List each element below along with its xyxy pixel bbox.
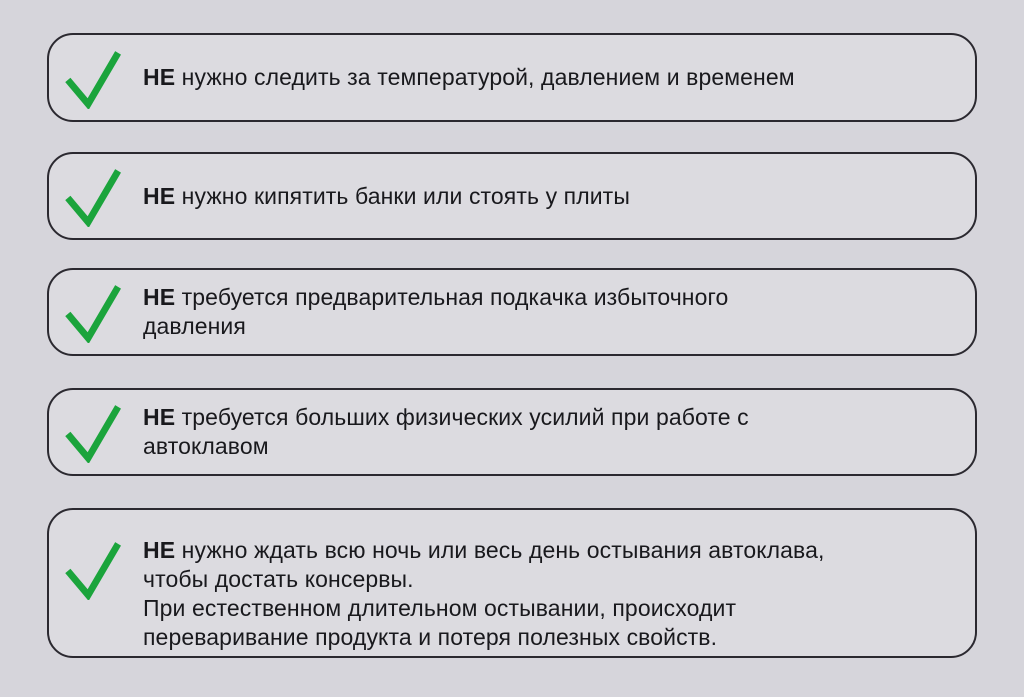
benefit-card-5: НЕ нужно ждать всю ночь или весь день ос…: [47, 508, 977, 658]
not-prefix: НЕ: [143, 284, 176, 310]
not-prefix: НЕ: [143, 182, 176, 209]
not-prefix: НЕ: [143, 64, 176, 90]
benefit-text: НЕ нужно следить за температурой, давлен…: [143, 63, 795, 92]
benefit-text: НЕ требуется больших физических усилий п…: [143, 403, 749, 461]
benefit-card-1: НЕ нужно следить за температурой, давлен…: [47, 33, 977, 122]
benefit-line: переваривание продукта и потеря полезных…: [143, 624, 718, 650]
benefit-text: НЕ нужно кипятить банки или стоять у пли…: [143, 182, 630, 211]
benefit-line: давления: [143, 313, 246, 339]
checkmark-icon: [65, 405, 121, 463]
benefit-line: нужно следить за температурой, давлением…: [181, 64, 795, 90]
benefit-line: нужно кипятить банки или стоять у плиты: [181, 182, 630, 209]
benefit-line: чтобы достать консервы.: [143, 566, 414, 592]
checkmark-icon: [65, 285, 121, 343]
benefit-line: При естественном длительном остывании, п…: [143, 595, 737, 621]
benefit-line: нужно ждать всю ночь или весь день остыв…: [181, 537, 825, 563]
checkmark-icon: [65, 169, 121, 227]
checkmark-icon: [65, 542, 121, 600]
benefit-card-2: НЕ нужно кипятить банки или стоять у пли…: [47, 152, 977, 240]
not-prefix: НЕ: [143, 537, 176, 563]
benefit-text: НЕ требуется предварительная подкачка из…: [143, 283, 728, 341]
benefit-line: требуется предварительная подкачка избыт…: [181, 284, 729, 310]
checkmark-icon: [65, 50, 121, 109]
not-prefix: НЕ: [143, 404, 176, 430]
benefit-line: требуется больших физических усилий при …: [181, 404, 749, 430]
benefit-line: автоклавом: [143, 433, 269, 459]
benefit-card-3: НЕ требуется предварительная подкачка из…: [47, 268, 977, 356]
benefit-text: НЕ нужно ждать всю ночь или весь день ос…: [143, 520, 825, 652]
benefit-card-4: НЕ требуется больших физических усилий п…: [47, 388, 977, 476]
